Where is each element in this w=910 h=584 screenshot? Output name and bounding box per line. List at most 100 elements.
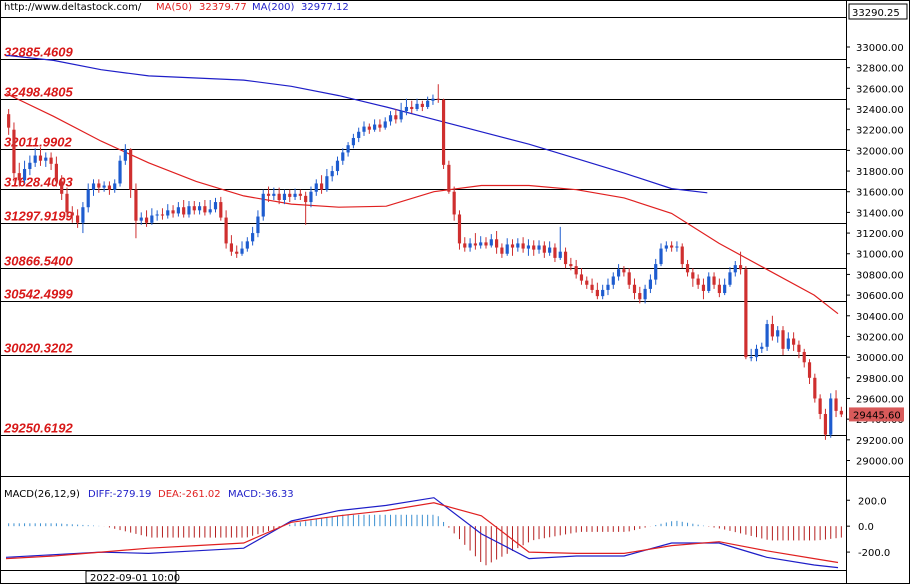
candle-body — [717, 284, 721, 294]
y-tick-label: 32800.00 — [856, 64, 904, 75]
candle-body — [495, 239, 499, 248]
candle-body — [81, 207, 85, 223]
macd-dea: DEA:-261.02 — [158, 489, 221, 500]
candle-body — [261, 193, 265, 217]
candle-body — [526, 245, 531, 249]
level-label: 30866.5400 — [4, 254, 73, 269]
candle-body — [479, 242, 483, 246]
candle-body — [160, 214, 165, 216]
candle-body — [245, 241, 249, 249]
candle-body — [436, 98, 440, 100]
candle-body — [12, 129, 16, 174]
candle-body — [192, 206, 196, 211]
y-tick-label: 32600.00 — [856, 84, 904, 95]
candle-body — [643, 288, 647, 300]
candle-body — [569, 264, 573, 267]
candle-body — [367, 126, 371, 130]
candle-body — [314, 183, 318, 192]
candle-body — [659, 248, 663, 265]
candle-body — [134, 189, 138, 221]
candle-body — [91, 183, 96, 190]
candle-body — [86, 189, 90, 208]
macd-dea-line — [5, 502, 839, 564]
candle-body — [770, 324, 774, 337]
candle-body — [648, 279, 653, 289]
candle-body — [516, 243, 520, 248]
candle-body — [22, 168, 27, 181]
candle-body — [802, 351, 806, 363]
y-tick-label: 29200.00 — [856, 436, 904, 447]
candle-body — [139, 217, 143, 221]
macd-tick-label: 200.0 — [858, 496, 887, 507]
candle-body — [839, 410, 843, 415]
candle-body — [394, 115, 398, 120]
candle-body — [70, 212, 74, 216]
time-label-box — [85, 570, 177, 584]
level-label: 31297.9199 — [4, 209, 73, 224]
candle-body — [558, 251, 562, 258]
candle-body — [38, 155, 43, 161]
candle-body — [733, 265, 737, 273]
candle-body — [203, 206, 207, 213]
candle-body — [97, 183, 101, 188]
candle-body — [834, 398, 838, 411]
y-tick-label: 29000.00 — [856, 456, 904, 467]
candle-body — [728, 272, 732, 285]
candle-body — [696, 278, 700, 285]
candle-body — [357, 131, 361, 138]
candle-body — [707, 276, 711, 291]
candle-body — [701, 284, 706, 291]
top-price-box — [848, 3, 908, 20]
candle-body — [76, 215, 80, 223]
candle-body — [606, 284, 610, 290]
candle-body — [574, 266, 578, 275]
candle-body — [675, 246, 679, 248]
y-tick-label: 30000.00 — [856, 353, 904, 364]
y-tick-label: 31600.00 — [856, 188, 904, 199]
candle-body — [616, 269, 621, 277]
candle-body — [452, 191, 456, 215]
candle-body — [813, 377, 817, 399]
macd-value: MACD:-36.33 — [228, 489, 294, 500]
candle-body — [611, 276, 615, 285]
candle-body — [404, 106, 409, 112]
candle-body — [304, 195, 308, 203]
candle-body — [521, 243, 525, 249]
candle-body — [712, 276, 716, 285]
candle-body — [542, 245, 546, 253]
candle-body — [473, 243, 477, 246]
top-price: 33290.25 — [852, 8, 900, 19]
site-url: http://www.deltastock.com/ — [4, 2, 142, 13]
candle-body — [489, 239, 493, 246]
candle-body — [150, 215, 154, 223]
candle-body — [113, 183, 117, 190]
y-tick-label: 30800.00 — [856, 270, 904, 281]
last-price-tag — [849, 407, 904, 422]
y-tick-label: 31800.00 — [856, 167, 904, 178]
level-label: 32885.4609 — [4, 45, 73, 60]
candle-body — [654, 264, 658, 280]
ma50-value: 32379.77 — [199, 2, 247, 13]
candle-body — [28, 162, 32, 169]
candle-body — [807, 362, 812, 378]
candle-body — [457, 214, 462, 244]
candle-body — [176, 207, 180, 214]
candle-body — [256, 216, 260, 234]
candle-body — [595, 289, 599, 297]
candle-body — [213, 202, 218, 210]
candle-body — [744, 269, 748, 358]
candle-body — [664, 245, 668, 249]
candle-body — [341, 152, 345, 161]
candle-body — [330, 171, 334, 177]
candle-body — [410, 106, 414, 110]
candle-body — [17, 173, 21, 181]
candle-body — [187, 206, 191, 215]
candle-body — [431, 98, 435, 101]
ma200-value: 32977.12 — [301, 2, 349, 13]
candle-body — [309, 191, 313, 203]
level-label: 30020.3202 — [4, 341, 73, 356]
candle-body — [765, 324, 769, 347]
candle-body — [282, 193, 287, 200]
ma50-label: MA(50) — [156, 2, 192, 13]
